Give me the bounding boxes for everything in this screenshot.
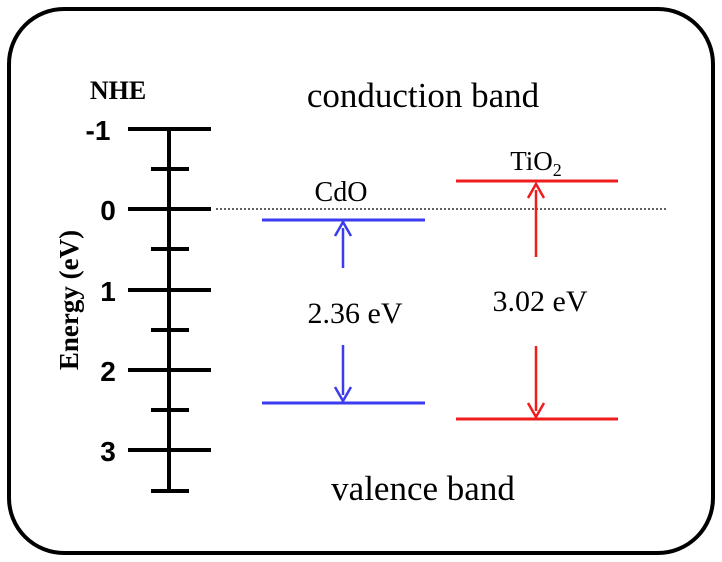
tick-label: 2 bbox=[100, 356, 116, 387]
tick-label: 0 bbox=[100, 195, 116, 226]
tio2-gap-arrowhead-up bbox=[526, 181, 546, 199]
valence-band-label: valence band bbox=[331, 469, 515, 508]
diagram-frame bbox=[7, 7, 715, 555]
axis-header-nhe: NHE bbox=[90, 76, 146, 105]
tick-label: -1 bbox=[86, 115, 111, 146]
tio2-label-base: TiO bbox=[510, 146, 553, 176]
cdo-gap-arrowhead-down bbox=[333, 386, 353, 404]
tick-labels: -1 0 1 2 3 bbox=[86, 115, 116, 467]
cdo-gap-label: 2.36 eV bbox=[308, 297, 403, 330]
tio2-gap-label: 3.02 eV bbox=[493, 285, 588, 318]
tio2-bands: TiO2 3.02 eV bbox=[456, 146, 618, 421]
tio2-label: TiO2 bbox=[510, 146, 562, 180]
conduction-band-label: conduction band bbox=[307, 76, 540, 115]
minor-ticks bbox=[151, 167, 189, 493]
energy-axis-label: Energy (eV) bbox=[54, 230, 84, 370]
cdo-label: CdO bbox=[315, 177, 368, 208]
cdo-bands: CdO 2.36 eV bbox=[262, 177, 425, 405]
tick-label: 3 bbox=[100, 436, 116, 467]
tio2-label-subscript: 2 bbox=[553, 160, 562, 180]
cdo-gap-arrowhead-up bbox=[333, 219, 353, 237]
tick-label: 1 bbox=[100, 276, 116, 307]
major-ticks bbox=[128, 127, 211, 452]
tio2-gap-arrowhead-down bbox=[526, 402, 546, 420]
